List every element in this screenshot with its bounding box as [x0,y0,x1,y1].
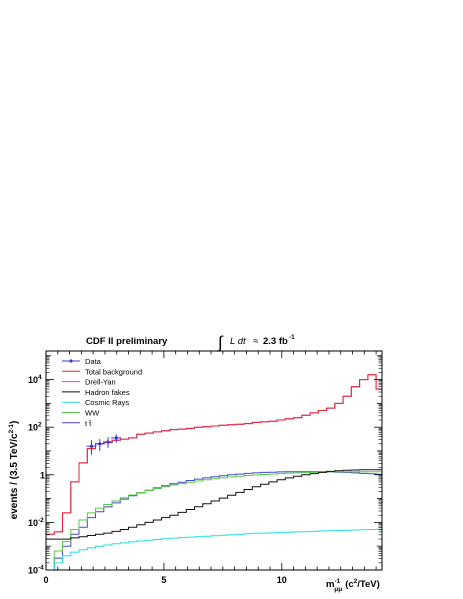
legend-entry-drell-yan: Drell-Yan [62,378,116,387]
legend-entry-data: Data [62,357,102,366]
x-axis-title-sub: μμ [334,586,342,593]
legend-label-hadron-fakes: Hadron fakes [85,388,130,397]
x-axis-title: m-1 μμ (c2/TeV) [326,578,380,593]
legend-entry-total-background: Total background [62,367,142,376]
legend-label-drell-yan: Drell-Yan [85,378,116,387]
lumi-value: 2.3 fb [263,336,288,347]
series-line-ww [46,471,382,570]
data-point-marker [98,442,102,446]
plot-area [46,374,382,570]
series-line-total-background [46,374,382,535]
legend-entry-cosmic-rays: Cosmic Rays [62,398,129,407]
legend-label-t-t-: t t̄ [85,419,92,428]
lumi-exponent: -1 [289,334,295,341]
y-axis-title-text: events / (3.5 TeV/c [9,433,20,519]
series-line-cosmic-rays [46,528,382,570]
legend-marker-data [69,359,73,363]
lumi-integral-sign: ∫ [217,333,224,352]
series-line-t-t- [46,471,382,570]
x-axis-title-exp: -1 [334,578,340,585]
x-tick-label: 0 [43,575,48,585]
legend-entry-ww: WW [62,409,100,418]
luminosity-label: ∫ L dt ≈ 2.3 fb -1 [217,333,295,352]
axes: 0 5 10 10-4 10-2 1 102 104 [28,350,383,585]
x-tick-label: 5 [161,575,166,585]
x-axis-title-symbol: m [326,579,334,590]
data-point-marker [106,440,110,444]
data-point [111,434,122,443]
y-axis-title-close: ) [9,421,20,424]
lumi-expression: L dt [230,336,246,347]
legend-label-total-background: Total background [85,367,142,376]
y-tick-label: 104 [28,374,42,385]
y-tick-label: 1 [40,470,45,480]
x-axis-title-units-tail: /TeV) [357,579,380,590]
data-point [86,440,97,455]
x-axis-title-units-exp: 2 [354,578,358,585]
lumi-approx-sign: ≈ [253,336,258,347]
legend-entry-t-t-: t t̄ [62,419,92,428]
legend-entry-hadron-fakes: Hadron fakes [62,388,130,397]
x-tick-label: 10 [277,575,287,585]
data-point-marker [89,444,94,448]
y-tick-label: 10-2 [28,517,44,528]
legend-label-data: Data [85,357,102,366]
svg-text:events / (3.5 TeV/c2-1): events / (3.5 TeV/c2-1) [8,421,20,520]
y-axis-title: events / (3.5 TeV/c2-1) [8,421,20,520]
legend-label-ww: WW [85,409,100,418]
legend-label-cosmic-rays: Cosmic Rays [85,398,129,407]
y-axis-title-exp1: 2 [8,429,15,433]
x-axis-title-units: (c [345,579,353,590]
series-line-hadron-fakes [46,469,382,540]
data-point [94,439,105,451]
y-tick-label: 102 [28,422,42,433]
data-point-marker [114,436,118,440]
y-axis-title-exp2: -1 [8,424,15,430]
plot-series-group [46,374,382,570]
y-tick-label: 10-4 [28,565,44,576]
chart-title: CDF II preliminary [86,336,168,347]
data-point [103,437,114,448]
